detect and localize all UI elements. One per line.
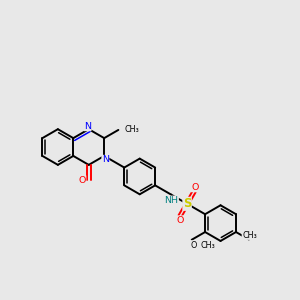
Text: NH: NH xyxy=(164,196,178,205)
Text: O: O xyxy=(79,176,86,185)
Text: CH₃: CH₃ xyxy=(125,125,140,134)
Text: CH₃: CH₃ xyxy=(242,230,257,239)
Text: N: N xyxy=(84,122,91,131)
Text: CH₃: CH₃ xyxy=(201,241,215,250)
Text: O: O xyxy=(191,183,199,192)
Text: N: N xyxy=(102,155,109,164)
Text: O: O xyxy=(177,216,184,225)
Text: O: O xyxy=(190,241,197,250)
Text: S: S xyxy=(183,197,191,210)
